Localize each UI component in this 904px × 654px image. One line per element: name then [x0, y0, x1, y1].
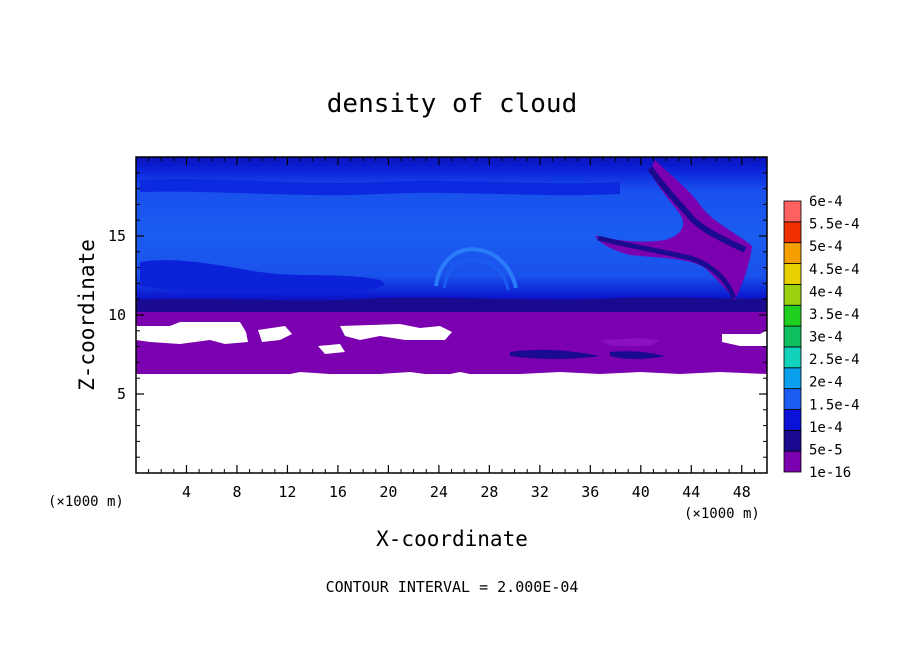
x-tick-label: 40 — [632, 483, 650, 501]
plot-area — [135, 156, 768, 474]
chart-title: density of cloud — [327, 89, 577, 119]
colorbar-swatch — [783, 304, 802, 327]
colorbar: 1e-16 5e-5 1e-4 1.5e-4 2e-4 2.5e-4 3e-4 3.5e-4 4… — [783, 194, 860, 481]
clear-patch — [340, 324, 452, 340]
x-unit-right: (×1000 m) — [684, 506, 760, 522]
colorbar-label: 5.5e-4 — [809, 217, 860, 233]
colorbar-swatch — [783, 200, 802, 223]
colorbar-swatch — [783, 263, 802, 285]
colorbar-swatch — [783, 367, 802, 390]
colorbar-swatch — [783, 388, 802, 410]
x-tick-label: 48 — [733, 483, 751, 501]
clear-patch — [258, 326, 292, 342]
x-unit-left: (×1000 m) — [48, 494, 124, 510]
x-tick-label: 12 — [278, 483, 296, 501]
clear-patch — [722, 330, 767, 346]
y-axis-label: Z-coordinate — [75, 239, 99, 391]
colorbar-swatch — [783, 221, 802, 244]
contour-interval-note: CONTOUR INTERVAL = 2.000E-04 — [326, 578, 579, 596]
x-tick-label: 44 — [682, 483, 700, 501]
colorbar-swatch — [783, 242, 802, 264]
purple-plume-edge — [647, 166, 747, 253]
minor-ticks — [136, 157, 767, 473]
y-tick-label: 5 — [117, 385, 126, 403]
colorbar-swatch — [783, 450, 802, 473]
dark-streak — [510, 349, 600, 359]
y-axis: 5 10 15 — [108, 227, 767, 403]
x-tick-label: 16 — [329, 483, 347, 501]
x-axis: 4 8 12 16 20 24 28 32 36 40 44 48 — [182, 157, 751, 501]
colorbar-label: 1.5e-4 — [809, 397, 860, 413]
clear-air-region — [136, 372, 767, 473]
colorbar-swatch — [783, 429, 802, 452]
colorbar-swatch — [783, 283, 802, 306]
colorbar-label: 5e-4 — [809, 239, 843, 255]
colorbar-label: 3e-4 — [809, 330, 843, 346]
arc-feature — [442, 257, 510, 291]
x-tick-label: 8 — [232, 483, 241, 501]
dark-streak — [610, 351, 665, 359]
arc-feature — [434, 247, 518, 289]
y-tick-label: 15 — [108, 227, 126, 245]
clear-patch — [600, 338, 660, 346]
x-tick-label: 28 — [480, 483, 498, 501]
y-tick-label: 10 — [108, 306, 126, 324]
x-tick-label: 32 — [531, 483, 549, 501]
colorbar-label: 2.5e-4 — [809, 352, 860, 368]
colorbar-swatch — [783, 325, 802, 348]
x-axis-label: X-coordinate — [376, 527, 528, 551]
colorbar-swatch — [783, 346, 802, 369]
colorbar-label: 1e-16 — [809, 465, 851, 481]
colorbar-label: 3.5e-4 — [809, 307, 860, 323]
dark-patch — [140, 179, 620, 196]
clear-patch — [136, 322, 248, 344]
dark-patch — [140, 260, 384, 294]
colorbar-label: 1e-4 — [809, 420, 843, 436]
x-tick-label: 20 — [379, 483, 397, 501]
colorbar-label: 6e-4 — [809, 194, 843, 210]
colorbar-label: 2e-4 — [809, 375, 843, 391]
purple-plume — [595, 160, 752, 300]
colorbar-swatch — [783, 409, 802, 431]
x-tick-label: 24 — [430, 483, 448, 501]
colorbar-label: 4.5e-4 — [809, 262, 860, 278]
clear-patch — [318, 344, 345, 354]
cloud-base-band — [136, 297, 767, 312]
colorbar-label: 5e-5 — [809, 442, 843, 458]
x-tick-label: 4 — [182, 483, 191, 501]
purple-plume-edge — [597, 235, 737, 299]
x-tick-label: 36 — [581, 483, 599, 501]
colorbar-label: 4e-4 — [809, 284, 843, 300]
